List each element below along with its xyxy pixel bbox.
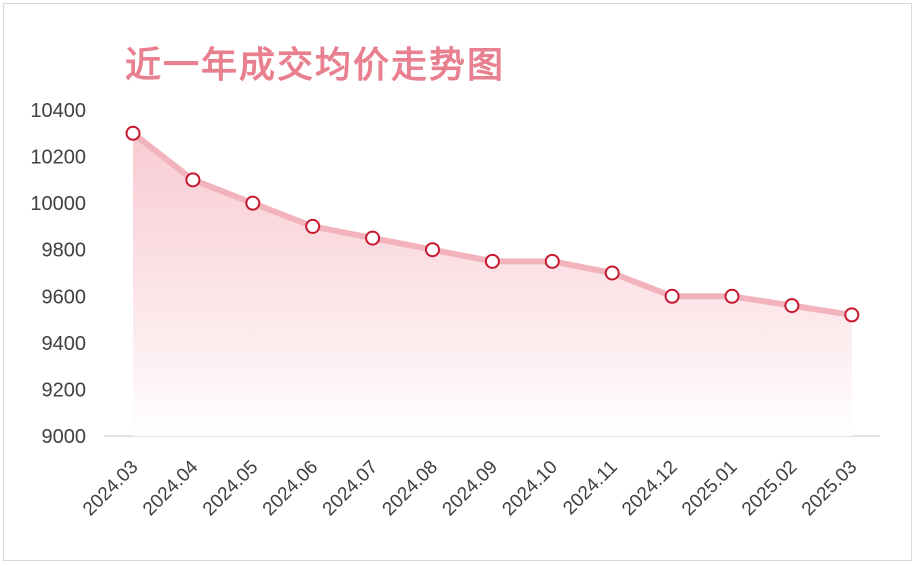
data-point-2024.05	[245, 195, 261, 211]
y-tick-label: 9400	[42, 333, 87, 355]
x-tick-label: 2024.03	[79, 457, 142, 520]
data-point-2024.07	[365, 230, 381, 246]
data-point-2024.08	[425, 242, 440, 258]
x-tick-label: 2024.04	[139, 456, 203, 520]
y-tick-label: 10400	[30, 100, 86, 122]
data-point-2024.11	[604, 265, 620, 281]
y-tick-label: 9000	[42, 426, 87, 448]
x-tick-label: 2024.09	[439, 457, 502, 520]
data-point-2024.04	[185, 172, 201, 188]
data-point-2025.01	[724, 288, 740, 304]
x-axis-ticks: 2024.032024.042024.052024.062024.072024.…	[79, 456, 861, 520]
chart-title: 近一年成交均价走势图	[125, 45, 506, 86]
x-tick-label: 2024.11	[559, 457, 621, 519]
data-point-2024.10	[544, 253, 560, 269]
data-point-2025.03	[844, 307, 860, 323]
x-tick-label: 2025.02	[738, 457, 801, 520]
y-tick-label: 9200	[42, 379, 87, 401]
data-point-2024.06	[305, 218, 321, 234]
x-tick-label: 2024.10	[498, 457, 561, 520]
x-tick-label: 2024.08	[379, 457, 442, 520]
x-tick-label: 2025.01	[678, 457, 741, 520]
data-points	[125, 125, 860, 323]
y-tick-label: 10200	[30, 147, 86, 169]
y-axis-ticks: 9000 9200 9400 9600 9800 10000 10200 10400	[30, 100, 86, 448]
x-tick-label: 2024.07	[319, 457, 382, 520]
y-tick-label: 9600	[42, 286, 87, 308]
data-point-2025.02	[784, 298, 800, 314]
x-tick-label: 2024.05	[199, 457, 262, 520]
x-tick-label: 2024.06	[259, 457, 322, 520]
x-tick-label: 2025.03	[798, 457, 861, 520]
area-fill	[133, 133, 852, 437]
data-point-2024.09	[484, 253, 500, 269]
y-tick-label: 9800	[42, 240, 87, 262]
y-tick-label: 10000	[30, 193, 86, 215]
x-tick-label: 2024.12	[618, 457, 681, 520]
data-point-2024.03	[125, 125, 141, 141]
data-point-2024.12	[664, 288, 680, 304]
